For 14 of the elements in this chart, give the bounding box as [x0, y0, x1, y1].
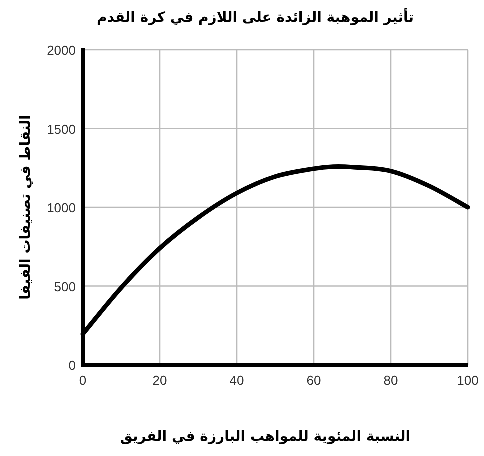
x-tick-label: 40 — [230, 373, 244, 388]
y-tick-label: 1500 — [47, 122, 76, 137]
x-tick-label: 0 — [79, 373, 87, 388]
x-tick-label: 60 — [306, 373, 322, 388]
y-tick-label: 1000 — [47, 200, 76, 216]
y-tick-label: 0 — [68, 358, 76, 373]
x-axis-title: النسبة المئوية للمواهب البارزة في الفريق — [120, 429, 411, 445]
y-tick-label: 2000 — [47, 43, 76, 58]
y-tick-label: 500 — [54, 279, 76, 294]
x-tick-label: 80 — [384, 373, 398, 388]
y-axis-title: النقاط في تصنيفات الفيفا — [18, 115, 34, 300]
x-tick-label: 20 — [152, 373, 168, 388]
chart-title: تأثير الموهبة الزائدة على اللازم في كرة القدم — [97, 8, 414, 26]
x-tick-label: 100 — [457, 373, 479, 388]
